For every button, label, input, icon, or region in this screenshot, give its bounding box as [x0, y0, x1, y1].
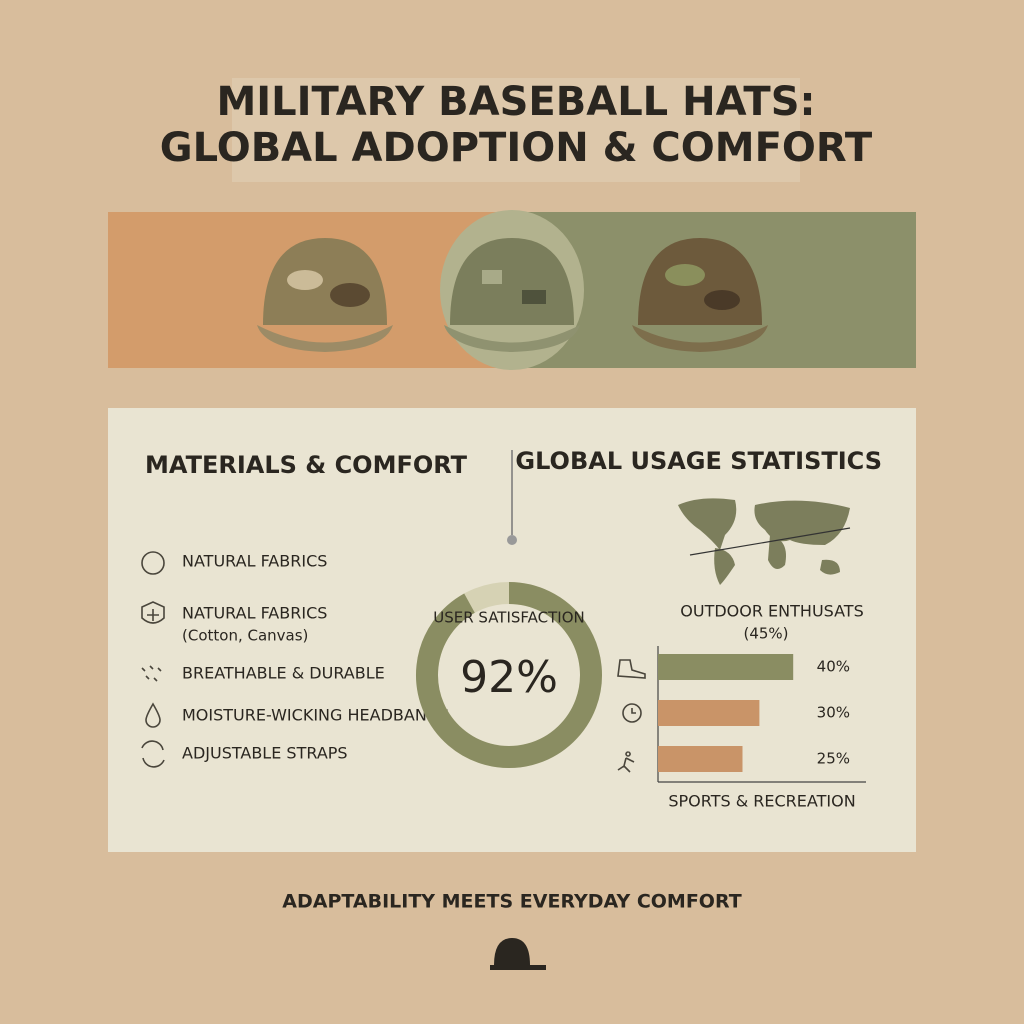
material-label: NATURAL FABRICS: [182, 552, 327, 571]
section-title: GLOBAL USAGE STATISTICS: [515, 447, 882, 475]
bar: [658, 700, 760, 726]
material-icons: [141, 551, 165, 768]
bar-value-label: 30%: [817, 704, 850, 722]
section-title: MATERIALS & COMFORT: [145, 451, 468, 479]
donut-label: 92%: [460, 652, 558, 703]
bar-icons: [617, 659, 646, 773]
bar-chart-title: OUTDOOR ENTHUSATS: [680, 602, 863, 621]
donut-arc: [416, 582, 602, 768]
x-axis-label: SPORTS & RECREATION: [668, 792, 855, 811]
material-label: NATURAL FABRICS: [182, 604, 327, 623]
donut-title: USER SATISFACTION: [433, 609, 585, 627]
bar: [658, 654, 794, 680]
cap-icon: [490, 938, 546, 970]
banner: [108, 210, 916, 370]
bar: [658, 746, 743, 772]
world-map: [678, 498, 851, 585]
bars: 40% 30% 25%: [658, 654, 850, 772]
material-label: ADJUSTABLE STRAPS: [182, 744, 348, 763]
material-detail: (Cotton, Canvas): [182, 627, 308, 645]
title-line: GLOBAL ADOPTION & COMFORT: [160, 125, 873, 171]
bar-chart-subtitle: (45%): [743, 625, 788, 643]
material-label: MOISTURE-WICKING HEADBANDS: [182, 706, 449, 725]
donut: [416, 582, 602, 768]
bar-value-label: 25%: [817, 750, 850, 768]
divider-dot: [507, 535, 517, 545]
material-label: BREATHABLE & DURABLE: [182, 664, 385, 683]
bar-value-label: 40%: [817, 658, 850, 676]
title-box: [232, 78, 800, 182]
title-line: MILITARY BASEBALL HATS:: [216, 79, 815, 125]
tagline: ADAPTABILITY MEETS EVERYDAY COMFORT: [282, 891, 741, 913]
